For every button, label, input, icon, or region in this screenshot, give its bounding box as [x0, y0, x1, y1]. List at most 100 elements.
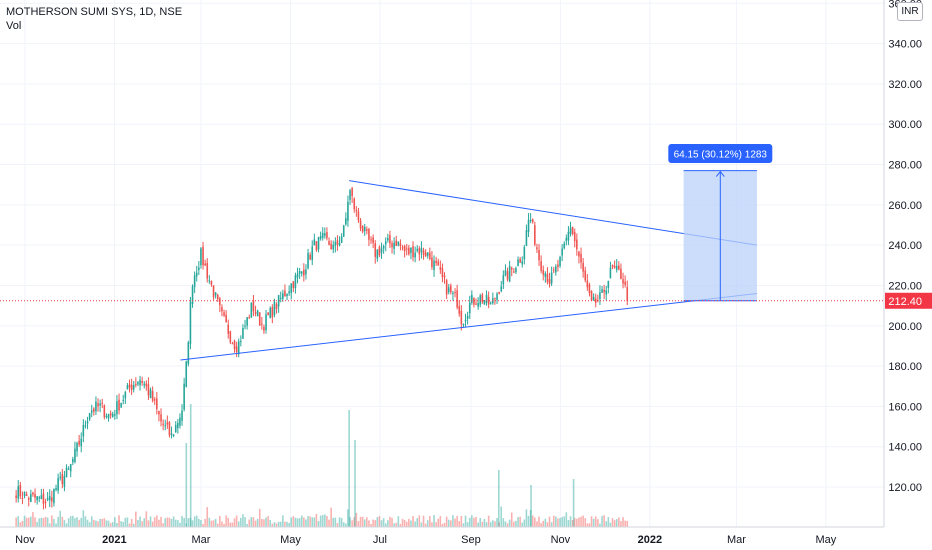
candle-body	[515, 267, 517, 273]
volume-bar	[548, 516, 551, 527]
candle-body	[483, 300, 486, 305]
candle-body	[542, 269, 545, 275]
candle-body	[525, 230, 528, 246]
volume-bar	[443, 522, 446, 527]
y-tick-label: 300.00	[888, 119, 922, 131]
volume-bar	[290, 517, 293, 527]
volume-bar	[334, 517, 337, 527]
volume-bar	[187, 518, 190, 527]
candle-body	[231, 343, 234, 345]
volume-bar	[445, 516, 448, 527]
volume-bar	[397, 516, 400, 527]
volume-bar	[359, 516, 362, 527]
candle-body	[286, 294, 288, 297]
volume-bar	[97, 521, 99, 527]
candle-body	[261, 323, 263, 325]
candle-body	[422, 250, 425, 255]
candle-body	[109, 413, 112, 416]
volume-bar	[618, 517, 620, 527]
volume-bar	[156, 515, 158, 527]
candle-body	[124, 392, 127, 399]
candle-body	[408, 247, 410, 255]
volume-bar	[615, 519, 618, 527]
volume-bar	[311, 517, 314, 527]
volume-bar	[25, 517, 28, 527]
candle-body	[59, 476, 62, 478]
volume-bar	[405, 521, 408, 527]
x-tick-label: 2021	[102, 534, 126, 546]
volume-bar	[504, 521, 507, 527]
volume-bar	[601, 516, 603, 527]
candle-body	[273, 301, 276, 315]
candle-body	[548, 279, 551, 285]
currency-badge[interactable]: INR	[897, 2, 923, 21]
candle-body	[414, 252, 416, 258]
volume-bar	[82, 510, 85, 527]
candle-body	[210, 280, 213, 285]
candle-body	[296, 273, 299, 278]
volume-bar	[412, 516, 414, 527]
volume-bar	[292, 516, 295, 527]
volume-bar	[550, 522, 553, 527]
candle-body	[212, 285, 215, 298]
volume-bar	[626, 520, 629, 527]
candle-body	[332, 244, 335, 250]
candle-body	[328, 241, 330, 245]
volume-bar	[76, 517, 78, 527]
candle-body	[25, 494, 28, 496]
candle-body	[23, 492, 26, 497]
volume-bar	[267, 515, 269, 527]
volume-bar	[592, 518, 595, 527]
volume-bar	[135, 511, 137, 527]
volume-bar	[580, 516, 582, 527]
volume-bar	[151, 521, 154, 527]
candlestick-series	[15, 186, 629, 510]
candle-body	[303, 269, 305, 276]
candle-body	[479, 295, 482, 305]
candle-body	[254, 312, 257, 314]
candle-body	[235, 346, 238, 353]
candle-body	[443, 275, 446, 278]
candle-body	[265, 314, 267, 331]
candle-body	[382, 246, 385, 249]
candle-body	[78, 440, 80, 445]
candle-body	[137, 382, 139, 385]
volume-bar	[544, 518, 547, 527]
candle-body	[42, 493, 45, 504]
volume-bar	[458, 521, 461, 527]
volume-bar	[219, 516, 221, 527]
volume-bar	[48, 523, 51, 527]
candle-body	[99, 403, 101, 406]
volume-bar	[315, 513, 318, 527]
candle-body	[76, 442, 78, 452]
volume-bar	[200, 520, 202, 527]
candle-body	[399, 243, 402, 246]
volume-bar	[193, 516, 196, 527]
candle-body	[613, 265, 616, 268]
volume-bar	[498, 522, 500, 527]
volume-bar	[109, 523, 112, 527]
y-tick-label: 120.00	[888, 482, 922, 494]
volume-bar	[332, 517, 335, 527]
candle-body	[504, 270, 507, 276]
candle-body	[34, 493, 36, 498]
volume-bar	[401, 518, 404, 527]
volume-bar	[147, 520, 150, 527]
volume-bar	[95, 520, 97, 527]
candle-body	[116, 401, 118, 415]
candle-body	[445, 280, 448, 295]
volume-bar	[494, 521, 496, 527]
volume-bar	[137, 519, 139, 527]
candle-body	[237, 341, 240, 355]
volume-bar	[59, 510, 62, 527]
volume-bar	[216, 523, 219, 527]
volume-bar-spike	[572, 479, 575, 527]
drawing-overlays: 64.15 (30.12%) 1283	[0, 144, 884, 361]
candle-body	[502, 275, 505, 285]
volume-bar	[221, 521, 223, 527]
volume-bar	[258, 508, 261, 527]
candle-body	[162, 423, 164, 425]
candle-body	[80, 438, 83, 447]
candle-body	[513, 271, 515, 273]
